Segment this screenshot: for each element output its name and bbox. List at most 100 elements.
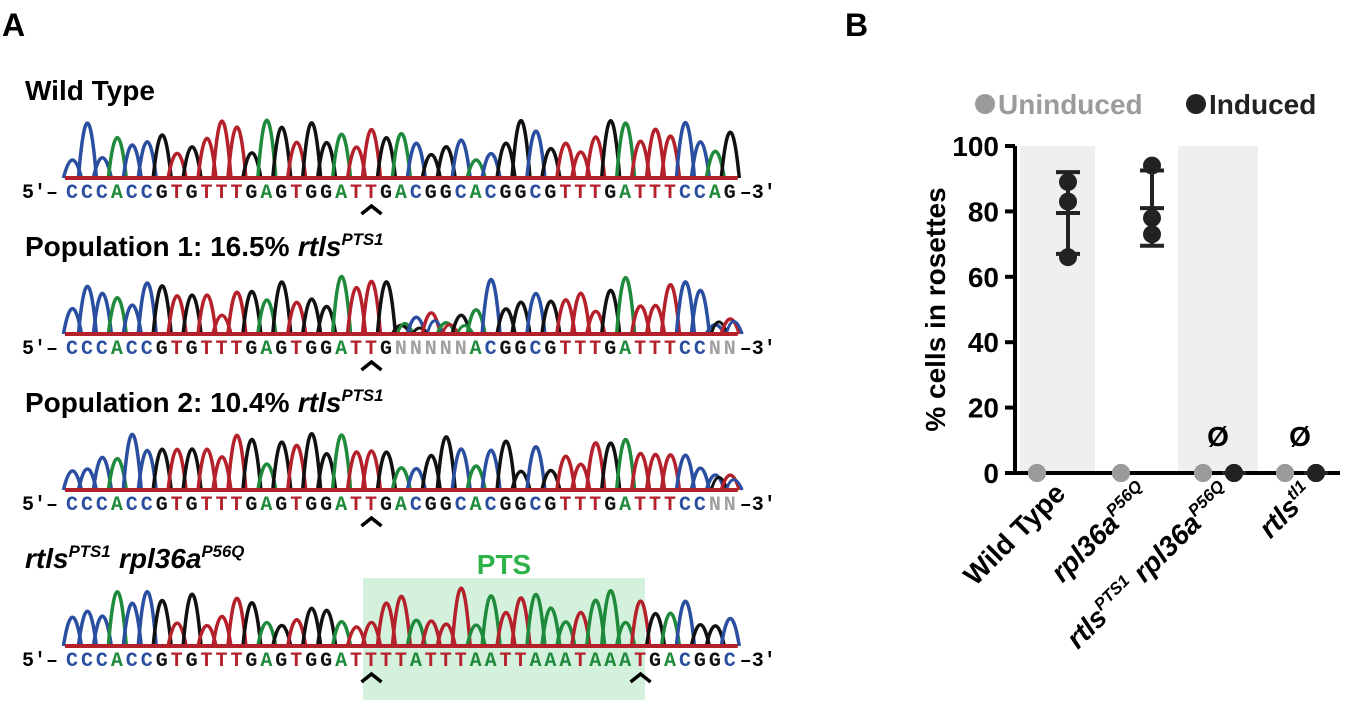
- y-tick-label: 0: [983, 458, 999, 489]
- caret: [360, 203, 383, 216]
- trace-peak: [629, 599, 652, 647]
- dot: [1059, 192, 1077, 211]
- trace-peak: [719, 473, 741, 491]
- caret: [360, 671, 383, 684]
- trace-peak: [525, 129, 547, 179]
- label-part: Population 2: 10.4%: [25, 387, 290, 418]
- label-sup: PTS1: [341, 230, 383, 249]
- shade: [1020, 146, 1095, 473]
- trace-peak: [525, 592, 547, 647]
- trace-peak: [674, 453, 697, 491]
- trace-peak: [241, 600, 263, 647]
- trace-peak: [330, 433, 353, 491]
- dot: [1307, 464, 1325, 482]
- label: Population 2: 10.4%rtlsPTS1​: [25, 386, 383, 418]
- label: rtlstl1 ​: [1252, 476, 1319, 543]
- trace-peak: [375, 280, 398, 335]
- trace-peak: [330, 132, 353, 179]
- trace-peak: [241, 437, 263, 491]
- trace-peak: [450, 586, 472, 647]
- label: Population 1: 16.5%rtlsPTS1​: [25, 230, 383, 262]
- y-axis-label: % cells in rosettes: [920, 187, 951, 431]
- label-part: rpl36a: [119, 543, 201, 574]
- y-tick-label: 60: [968, 262, 999, 293]
- legend-label: Uninduced: [998, 89, 1143, 120]
- trace-peak: [480, 594, 502, 647]
- label-part: rpl36a: [1045, 508, 1125, 588]
- trace-peak: [674, 121, 697, 179]
- trace-peak: [719, 617, 742, 647]
- trace-peak: [390, 594, 413, 647]
- trace-peak: [719, 130, 742, 179]
- annotation: Ø: [1289, 421, 1311, 452]
- trace-peak: [76, 121, 99, 179]
- trace-peak: [450, 138, 472, 179]
- trace-peak: [151, 133, 173, 179]
- trace-peak: [440, 323, 460, 335]
- dot: [1194, 464, 1212, 482]
- trace-peak: [435, 435, 457, 491]
- three-prime: –3′: [740, 494, 776, 517]
- trace-peak: [196, 293, 218, 335]
- dot: [1112, 464, 1130, 482]
- dot: [1143, 156, 1161, 175]
- trace-peak: [271, 280, 293, 335]
- trace-peak: [674, 599, 697, 647]
- dot: [1276, 464, 1294, 482]
- trace-peak: [151, 598, 173, 647]
- five-prime: 5′–: [22, 650, 58, 673]
- caret: [629, 671, 652, 684]
- y-tick-label: 40: [968, 327, 999, 358]
- trace-peak: [614, 276, 637, 335]
- y-tick-label: 100: [952, 131, 999, 162]
- trace-peak: [375, 450, 398, 491]
- trace-peak: [570, 291, 592, 335]
- trace-peak: [271, 125, 293, 179]
- y-tick-label: 80: [968, 196, 999, 227]
- trace-peak: [599, 589, 622, 647]
- trace-peak: [455, 324, 475, 335]
- trace-peak: [181, 592, 203, 647]
- spacer: ​: [1315, 495, 1316, 496]
- label-sup: P56Q: [1102, 476, 1146, 520]
- trace-peak: [724, 478, 744, 491]
- trace-peak: [300, 432, 323, 491]
- label-sup: PTS1: [341, 386, 383, 405]
- spacer: ​: [1151, 495, 1152, 496]
- caret: [360, 515, 383, 528]
- label-sup: P56Q: [201, 542, 244, 561]
- five-prime: 5′–: [22, 494, 58, 517]
- dot: [1143, 208, 1161, 227]
- label-sup: PTS1: [69, 542, 111, 561]
- five-prime: 5′–: [22, 338, 58, 361]
- trace-peak: [226, 125, 248, 179]
- trace-peak: [689, 288, 712, 335]
- trace-peak: [525, 445, 547, 491]
- legend-marker: [1186, 94, 1206, 114]
- spacer: ​: [1233, 495, 1234, 496]
- label-part: Population 1: 16.5%: [25, 231, 290, 262]
- trace-peak: [315, 608, 338, 647]
- three-prime: –3′: [740, 650, 776, 673]
- spacer: ​: [1138, 590, 1139, 591]
- three-prime: –3′: [740, 182, 776, 205]
- trace-peak: [719, 317, 741, 335]
- pts-label: PTS: [477, 549, 531, 580]
- dot: [1059, 172, 1077, 191]
- trace-peak: [450, 447, 472, 491]
- label-sup: PTS1: [1090, 571, 1133, 614]
- legend-marker: [975, 94, 995, 114]
- shade: [1178, 146, 1258, 473]
- trace-peak: [540, 606, 562, 647]
- trace-peak: [121, 432, 144, 491]
- trace-peak: [724, 319, 744, 335]
- trace-peak: [614, 121, 637, 179]
- label-part: rtls: [298, 231, 342, 262]
- trace-peak: [480, 278, 502, 335]
- trace-peak: [614, 437, 637, 491]
- label: rtlsPTS1​rpl36aP56Q​: [25, 542, 244, 574]
- trace-peak: [425, 319, 445, 335]
